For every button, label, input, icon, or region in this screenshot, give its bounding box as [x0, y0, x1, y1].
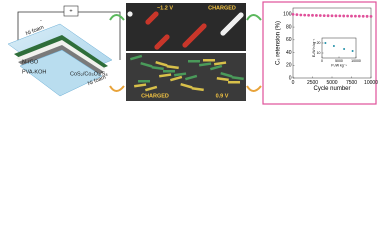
- sheet: [151, 66, 164, 71]
- y-tick-label: 60: [286, 37, 292, 43]
- sheet: [203, 59, 215, 62]
- graphic: + - Ni foam Ni foam N-rGO PVA-KOH CoS₂/C…: [7, 1, 378, 105]
- sheet: [180, 83, 193, 89]
- x-axis-label: Pᵥ/W kg⁻¹: [331, 63, 347, 67]
- y-tick-label: 40: [286, 50, 292, 56]
- sheet: [130, 54, 143, 61]
- point: [291, 12, 295, 16]
- sheet: [210, 64, 223, 71]
- point: [334, 14, 338, 18]
- atom: [145, 19, 151, 25]
- sheet: [220, 72, 233, 78]
- label: N-rGO: [22, 59, 39, 65]
- arrow: [246, 85, 262, 92]
- label: CoS₂/Co₃O₄/S₈: [70, 71, 108, 77]
- sheet: [214, 61, 227, 66]
- voltage-label: 0.9 V: [216, 93, 229, 99]
- atom: [182, 42, 188, 48]
- chart-frame: [262, 1, 377, 105]
- point: [303, 13, 307, 17]
- sheet: [155, 61, 168, 67]
- sheet: [134, 83, 147, 88]
- sheet: [191, 87, 204, 92]
- sheet: [140, 62, 153, 68]
- x-tick-label: 10000: [351, 59, 361, 63]
- point: [315, 14, 318, 17]
- y-tick-label: 80: [286, 24, 292, 30]
- negative-sign: -: [40, 17, 42, 23]
- device-schematic: + - Ni foam Ni foam N-rGO PVA-KOH CoS₂/C…: [7, 5, 121, 97]
- point: [318, 14, 322, 17]
- y-tick-label: 0: [289, 75, 292, 81]
- x-tick-label: 0: [321, 59, 323, 63]
- y-tick-label: 10: [317, 51, 321, 55]
- y-tick-label: 20: [317, 41, 321, 45]
- x-axis-label: Cycle number: [313, 86, 350, 92]
- point: [350, 14, 353, 18]
- y-tick-label: 100: [283, 12, 292, 18]
- point: [346, 14, 349, 18]
- point: [343, 48, 346, 50]
- atom: [127, 11, 133, 17]
- structure-bottom: [126, 53, 246, 101]
- sheet: [231, 76, 244, 81]
- sheet: [170, 75, 183, 82]
- sheet: [174, 72, 187, 77]
- point: [332, 45, 335, 47]
- point: [354, 14, 357, 18]
- arrow: [246, 14, 262, 21]
- y-axis-label: Eᵥ/W h kg⁻¹: [312, 38, 316, 57]
- x-tick-label: 7500: [346, 80, 357, 86]
- point: [330, 14, 334, 18]
- positive-sign: +: [69, 8, 72, 14]
- x-tick-label: 5000: [335, 59, 343, 63]
- point: [357, 14, 361, 18]
- sheet: [144, 85, 158, 92]
- point: [338, 14, 342, 18]
- battery: [63, 5, 79, 17]
- x-tick-label: 0: [292, 80, 295, 86]
- label: PVA-KOH: [22, 69, 46, 75]
- point: [311, 13, 314, 17]
- ni-foam-bottom: [19, 49, 103, 97]
- point: [361, 14, 365, 18]
- sheet: [138, 80, 150, 83]
- point: [324, 42, 327, 44]
- structure-images: [126, 3, 246, 101]
- sheet: [184, 74, 198, 81]
- atom: [154, 44, 160, 50]
- point: [351, 50, 354, 52]
- voltage-label: ~1.2 V: [157, 5, 173, 11]
- point: [369, 15, 373, 18]
- x-tick-label: 10000: [364, 80, 378, 86]
- point: [307, 13, 310, 17]
- sheet: [166, 65, 179, 70]
- sheet: [199, 62, 212, 67]
- x-tick-label: 5000: [326, 80, 337, 86]
- sheet: [216, 77, 229, 82]
- state-label: CHARGED: [208, 5, 236, 11]
- arrow: [109, 85, 125, 92]
- x-tick-label: 2500: [307, 80, 318, 86]
- point: [342, 14, 346, 18]
- point: [299, 13, 303, 17]
- sheet: [188, 60, 200, 63]
- arrow: [109, 14, 125, 21]
- y-tick-label: 20: [286, 63, 292, 69]
- point: [365, 14, 369, 18]
- point: [322, 14, 326, 18]
- sheet: [228, 81, 240, 84]
- sheet: [163, 70, 175, 73]
- y-axis-label: Cₛ retension (%): [276, 21, 282, 65]
- page: {"schematic": {"positive": "+", "negativ…: [0, 0, 378, 106]
- point: [326, 14, 330, 18]
- point: [295, 13, 299, 17]
- state-label: CHARGED: [141, 93, 169, 99]
- atom: [220, 30, 226, 36]
- sheet: [159, 73, 172, 78]
